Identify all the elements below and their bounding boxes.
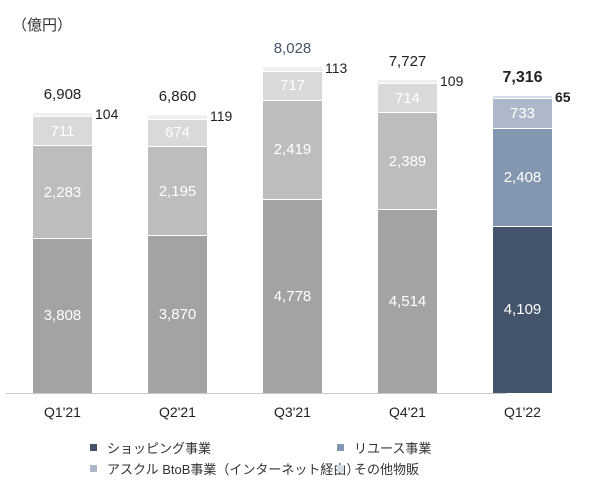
total-value-label: 8,028 (273, 40, 312, 58)
stacked-bar-chart: 3,808 2,283 711 104 6,908 Q1'21 3,870 2,195 674 1… (6, 0, 571, 420)
legend-label: ショッピング事業 (107, 441, 212, 456)
x-tick-label: Q2'21 (159, 404, 196, 420)
segment-value-label: 2,389 (388, 152, 427, 170)
segment-reuse: 2,408 (493, 127, 552, 226)
segment-value-label: 2,419 (273, 141, 312, 159)
segment-value-label: 4,514 (388, 293, 427, 311)
legend-label: リユース事業 (354, 441, 432, 456)
unit-label: （億円） (12, 17, 73, 34)
legend-item-shopping: ショッピング事業 (90, 438, 211, 457)
other-value-label: 104 (95, 105, 119, 122)
other-value-label: 65 (555, 89, 571, 106)
segment-value-label: 4,109 (503, 301, 542, 319)
bar-Q1'22: 4,109 2,408 733 (493, 0, 552, 393)
segment-reuse: 2,419 (263, 100, 322, 199)
segment-other (33, 111, 92, 117)
segment-value-label: 2,283 (43, 183, 82, 201)
segment-other (148, 113, 207, 119)
legend-swatch-icon (90, 444, 97, 451)
segment-value-label: 2,408 (503, 168, 542, 186)
bar-Q1'21: 3,808 2,283 711 (33, 0, 92, 393)
segment-value-label: 717 (279, 77, 306, 95)
segment-askul: 674 (148, 118, 207, 147)
other-value-label: 109 (440, 72, 464, 89)
segment-reuse: 2,389 (378, 112, 437, 210)
segment-value-label: 711 (50, 122, 75, 140)
bar-Q2'21: 3,870 2,195 674 (148, 0, 207, 393)
x-tick-label: Q4'21 (389, 404, 426, 420)
segment-value-label: 2,195 (158, 182, 197, 200)
other-value-label: 113 (325, 60, 348, 77)
segment-value-label: 714 (394, 89, 421, 107)
legend-swatch-icon (90, 465, 97, 472)
segment-value-label: 3,808 (43, 307, 82, 325)
x-axis-line (6, 393, 506, 394)
segment-value-label: 3,870 (158, 306, 197, 324)
segment-value-label: 733 (509, 104, 536, 122)
legend-label: その他物販 (354, 462, 420, 477)
x-tick-label: Q1'21 (44, 404, 81, 420)
total-value-label: 7,316 (502, 69, 543, 87)
segment-other (493, 95, 552, 98)
legend-swatch-icon (337, 465, 344, 472)
total-value-label: 6,908 (43, 85, 82, 103)
bar-Q3'21: 4,778 2,419 717 (263, 0, 322, 393)
total-value-label: 6,860 (158, 87, 197, 105)
legend-item-askul: アスクル BtoB事業（インターネット経由） (90, 459, 359, 478)
legend-swatch-icon (337, 444, 344, 451)
segment-other (378, 78, 437, 83)
segment-shopping: 3,870 (148, 235, 207, 393)
bar-Q4'21: 4,514 2,389 714 (378, 0, 437, 393)
segment-reuse: 2,283 (33, 145, 92, 238)
segment-other (263, 66, 322, 71)
x-tick-label: Q3'21 (274, 404, 311, 420)
segment-shopping: 4,109 (493, 225, 552, 393)
segment-shopping: 4,514 (378, 209, 437, 393)
segment-shopping: 4,778 (263, 198, 322, 393)
other-value-label: 119 (210, 107, 233, 124)
x-tick-label: Q1'22 (504, 404, 541, 420)
segment-shopping: 3,808 (33, 238, 92, 393)
segment-askul: 733 (493, 97, 552, 128)
segment-value-label: 4,778 (273, 287, 312, 305)
segment-reuse: 2,195 (148, 146, 207, 236)
segment-askul: 714 (378, 82, 437, 113)
legend-item-reuse: リユース事業 (337, 438, 431, 457)
segment-askul: 717 (263, 70, 322, 101)
legend-item-other: その他物販 (337, 459, 419, 478)
segment-askul: 711 (33, 116, 92, 146)
segment-value-label: 674 (164, 124, 191, 142)
legend-label: アスクル BtoB事業（インターネット経由） (107, 462, 360, 477)
total-value-label: 7,727 (388, 52, 427, 70)
